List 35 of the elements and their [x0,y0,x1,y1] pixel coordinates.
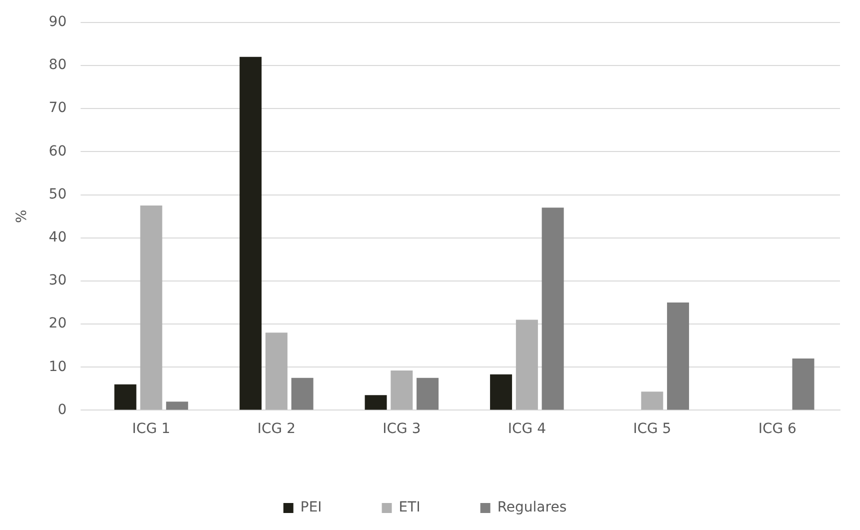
bar [792,358,814,410]
legend-label: ETI [398,500,420,516]
y-tick-label: 0 [58,402,67,418]
x-tick-label: ICG 6 [758,421,797,438]
y-axis-title: % [14,210,30,223]
x-tick-label: ICG 5 [633,421,672,438]
bar [140,206,162,410]
bar [291,378,314,410]
x-tick-label: ICG 1 [132,421,170,438]
y-tick-label: 30 [48,272,67,289]
bar [542,208,564,410]
bar [166,402,188,410]
bar [390,370,413,410]
y-tick-label: 20 [48,316,67,332]
bar [667,302,690,410]
bar [265,332,288,410]
y-tick-label: 10 [48,358,67,375]
y-tick-label: 50 [48,186,67,202]
bar [641,392,664,410]
y-tick-label: 40 [48,229,67,246]
x-tick-label: ICG 4 [508,421,546,438]
bar [364,395,387,410]
x-tick-label: ICG 3 [382,421,421,438]
legend-label: Regulares [497,500,567,516]
bar [516,320,538,410]
bar [240,56,262,410]
y-tick-label: 80 [48,57,67,74]
y-tick-label: 70 [48,100,67,116]
y-tick-label: 90 [48,14,67,30]
legend-label: PEI [300,500,322,516]
bar [490,374,512,410]
bar [114,384,136,410]
x-tick-label: ICG 2 [257,421,296,438]
bar [416,378,439,410]
y-tick-label: 60 [48,143,67,160]
